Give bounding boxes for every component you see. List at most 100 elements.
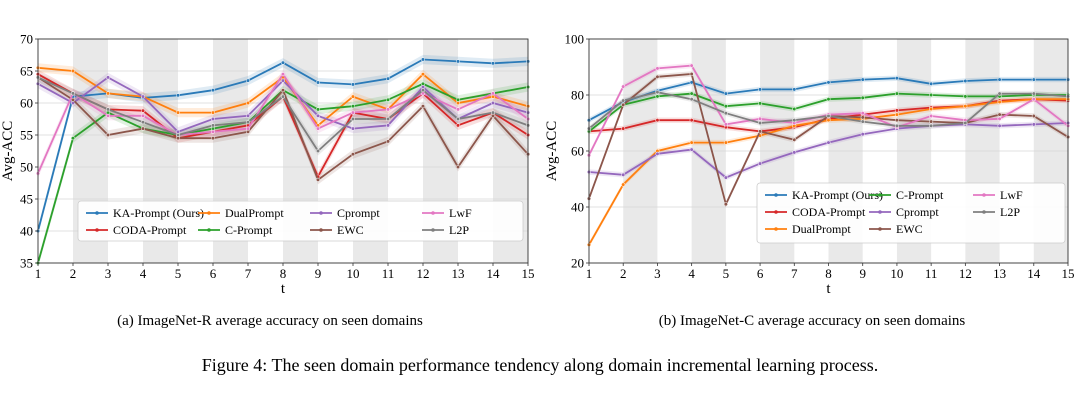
x-tick-label: 13: [452, 266, 465, 281]
data-point: [140, 108, 146, 113]
data-point: [689, 63, 694, 68]
legend-marker: [774, 193, 778, 197]
data-point: [621, 182, 626, 187]
legend-marker: [982, 210, 986, 214]
data-point: [792, 106, 797, 112]
data-point: [621, 126, 626, 131]
y-tick-label: 80: [571, 88, 584, 103]
data-point: [689, 140, 694, 145]
legend-label: LwF: [1000, 188, 1023, 202]
data-point: [140, 126, 146, 131]
data-point: [723, 122, 728, 127]
data-point: [963, 78, 968, 84]
x-tick-label: 9: [859, 266, 866, 281]
legend-label: CODA-Prompt: [113, 223, 187, 237]
data-point: [385, 139, 391, 144]
x-tick-label: 7: [791, 266, 798, 281]
data-point: [792, 150, 797, 155]
x-tick-label: 8: [280, 266, 287, 281]
data-point: [689, 71, 694, 77]
legend-label: L2P: [1000, 205, 1020, 219]
data-point: [860, 115, 865, 120]
data-point: [210, 136, 216, 141]
data-point: [280, 78, 286, 83]
legend-marker: [878, 193, 882, 197]
data-point: [723, 111, 728, 116]
data-point: [1031, 91, 1036, 96]
data-point: [860, 119, 865, 124]
data-point: [245, 78, 251, 83]
data-point: [929, 106, 934, 112]
data-point: [315, 126, 321, 131]
legend-box: [756, 182, 1066, 244]
data-point: [315, 107, 321, 112]
data-point: [655, 66, 660, 71]
data-point: [70, 68, 76, 74]
data-point: [210, 129, 216, 134]
data-point: [929, 92, 934, 98]
data-point: [929, 81, 934, 86]
data-point: [245, 126, 251, 131]
data-point: [997, 123, 1002, 128]
data-point: [210, 88, 216, 93]
data-point: [350, 104, 356, 109]
data-point: [385, 123, 391, 128]
x-tick-label: 1: [35, 266, 42, 281]
legend-marker: [319, 228, 323, 232]
legend-marker: [878, 227, 882, 231]
legend-marker: [319, 211, 323, 215]
data-point: [70, 97, 76, 102]
legend-marker: [207, 228, 211, 232]
data-point: [723, 175, 728, 180]
data-point: [210, 116, 216, 122]
series-band: [38, 72, 528, 185]
data-point: [963, 94, 968, 99]
data-point: [997, 112, 1002, 117]
x-tick-label: 2: [620, 266, 627, 281]
legend-marker: [95, 211, 99, 215]
data-point: [758, 129, 763, 134]
data-point: [621, 98, 626, 103]
x-tick-label: 6: [210, 266, 217, 281]
data-point: [70, 91, 76, 96]
data-point: [997, 99, 1002, 105]
data-point: [490, 100, 496, 106]
y-tick-label: 60: [571, 144, 584, 159]
data-point: [1031, 122, 1036, 127]
data-point: [689, 147, 694, 152]
y-tick-label: 60: [20, 96, 33, 111]
legend-box: [77, 200, 524, 242]
data-point: [723, 91, 728, 96]
legend-label: KA-Prompt (Ours): [792, 188, 883, 202]
x-axis-label: t: [826, 281, 831, 297]
data-point: [245, 113, 251, 118]
series-band: [589, 90, 1068, 135]
data-point: [315, 113, 321, 118]
legend-label: Cprompt: [896, 205, 939, 219]
data-point: [689, 91, 694, 96]
legend-marker: [878, 210, 882, 214]
x-tick-label: 7: [245, 266, 252, 281]
data-point: [929, 123, 934, 128]
x-tick-label: 5: [723, 266, 730, 281]
data-point: [792, 137, 797, 142]
data-point: [210, 110, 216, 115]
data-point: [70, 136, 76, 141]
data-point: [350, 94, 356, 99]
data-point: [826, 113, 831, 119]
x-tick-label: 8: [825, 266, 832, 281]
series-band: [38, 54, 528, 236]
data-point: [860, 95, 865, 100]
data-point: [455, 97, 461, 102]
legend-label: C-Prompt: [225, 223, 273, 237]
data-point: [997, 77, 1002, 82]
legend-label: EWC: [896, 222, 923, 236]
data-point: [826, 97, 831, 102]
data-point: [245, 100, 251, 106]
data-point: [826, 80, 831, 85]
x-tick-label: 10: [890, 266, 903, 281]
legend-marker: [774, 227, 778, 231]
subcaption-a: (a) ImageNet-R average accuracy on seen …: [117, 313, 423, 329]
